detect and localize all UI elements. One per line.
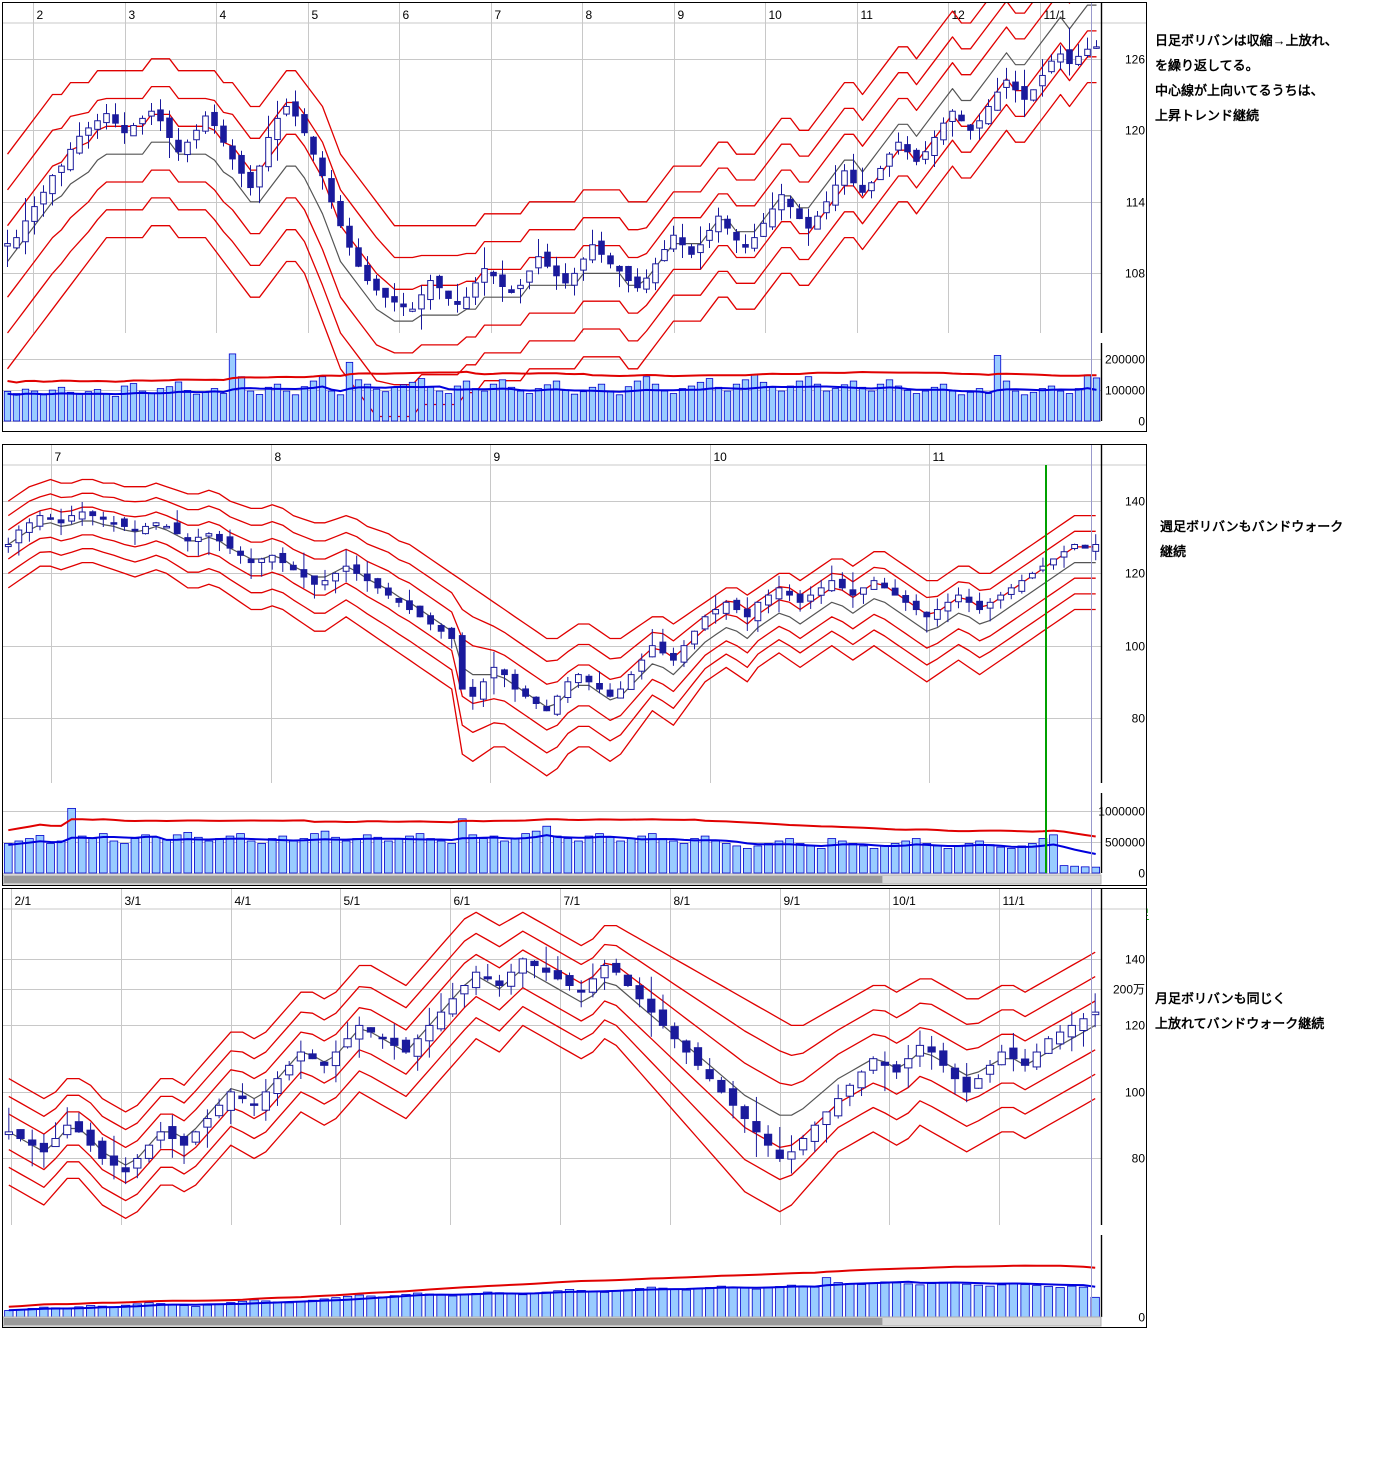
svg-text:10/1: 10/1 <box>893 894 917 908</box>
svg-text:114: 114 <box>1126 196 1145 210</box>
svg-text:2: 2 <box>37 8 44 22</box>
svg-text:100: 100 <box>1125 1086 1145 1100</box>
svg-text:10: 10 <box>714 450 728 464</box>
svg-text:8: 8 <box>275 450 282 464</box>
svg-text:80: 80 <box>1132 712 1146 726</box>
monthly-note-2: 上放れてバンドウォーク継続 <box>1155 1016 1325 1031</box>
monthly-annotation: 月足ボリバンも同じく 上放れてバンドウォーク継続 <box>1155 986 1324 1036</box>
svg-text:3: 3 <box>129 8 136 22</box>
daily-note-2: を繰り返してる。 <box>1155 58 1259 73</box>
svg-text:0: 0 <box>1138 1311 1145 1325</box>
daily-plot-svg: 2 3 4 5 6 7 8 9 10 11 12 11/1 126 120 114 108 200000 1000… <box>3 3 1146 431</box>
svg-text:4: 4 <box>220 8 227 22</box>
svg-text:500000: 500000 <box>1105 836 1145 850</box>
daily-note-1: 日足ボリバンは収縮→上放れ、 <box>1155 33 1338 48</box>
svg-text:200000: 200000 <box>1105 353 1145 367</box>
svg-text:11: 11 <box>933 450 946 464</box>
svg-text:7/1: 7/1 <box>564 894 581 908</box>
svg-text:11: 11 <box>861 8 874 22</box>
svg-text:9/1: 9/1 <box>784 894 801 908</box>
daily-plot-area[interactable]: 2 3 4 5 6 7 8 9 10 11 12 11/1 126 120 114 108 200000 1000… <box>2 2 1147 432</box>
svg-text:200万: 200万 <box>1113 983 1145 997</box>
daily-annotation: 日足ボリバンは収縮→上放れ、 を繰り返してる。 中心線が上向いてるうちは、 上昇… <box>1155 28 1338 128</box>
svg-text:0: 0 <box>1138 867 1145 881</box>
svg-text:4/1: 4/1 <box>235 894 252 908</box>
svg-text:1000000: 1000000 <box>1098 805 1145 819</box>
svg-text:5: 5 <box>312 8 319 22</box>
svg-text:126: 126 <box>1125 53 1145 67</box>
svg-text:100000: 100000 <box>1105 384 1145 398</box>
svg-text:3/1: 3/1 <box>125 894 142 908</box>
svg-text:6: 6 <box>403 8 410 22</box>
svg-text:120: 120 <box>1125 1019 1145 1033</box>
monthly-panel: 2/1 3/1 4/1 5/1 6/1 7/1 8/1 9/1 10/1 11/1 140 120 10… <box>0 888 1400 1466</box>
svg-text:8/1: 8/1 <box>674 894 691 908</box>
monthly-note-1: 月足ボリバンも同じく <box>1155 991 1286 1006</box>
svg-text:140: 140 <box>1125 495 1145 509</box>
monthly-plot-svg: 2/1 3/1 4/1 5/1 6/1 7/1 8/1 9/1 10/1 11/1 140 120 10… <box>3 889 1146 1327</box>
daily-panel: 2 3 4 5 6 7 8 9 10 11 12 11/1 126 120 114 108 200000 1000… <box>0 2 1400 434</box>
svg-text:6/1: 6/1 <box>454 894 471 908</box>
svg-text:7: 7 <box>55 450 62 464</box>
weekly-note-2: 継続 <box>1160 544 1187 559</box>
svg-text:140: 140 <box>1125 953 1145 967</box>
svg-text:120: 120 <box>1125 124 1145 138</box>
daily-note-3: 中心線が上向いてるうちは、 <box>1155 83 1324 98</box>
daily-note-4: 上昇トレンド継続 <box>1155 108 1260 123</box>
svg-text:7: 7 <box>495 8 502 22</box>
monthly-plot-area[interactable]: 2/1 3/1 4/1 5/1 6/1 7/1 8/1 9/1 10/1 11/1 140 120 10… <box>2 888 1147 1328</box>
svg-text:120: 120 <box>1125 567 1145 581</box>
svg-text:80: 80 <box>1132 1152 1146 1166</box>
svg-text:8: 8 <box>586 8 593 22</box>
svg-text:100: 100 <box>1125 640 1145 654</box>
svg-text:9: 9 <box>678 8 685 22</box>
svg-text:2/1: 2/1 <box>15 894 32 908</box>
svg-text:9: 9 <box>494 450 501 464</box>
svg-text:108: 108 <box>1125 267 1145 281</box>
svg-text:0: 0 <box>1138 415 1145 429</box>
weekly-annotation: 週足ボリバンもバンドウォーク 継続 <box>1160 514 1343 564</box>
svg-text:5/1: 5/1 <box>344 894 361 908</box>
svg-text:12: 12 <box>952 8 966 22</box>
svg-text:10: 10 <box>769 8 783 22</box>
svg-text:11/1: 11/1 <box>1003 894 1026 908</box>
svg-text:11/1: 11/1 <box>1044 8 1067 22</box>
weekly-note-1: 週足ボリバンもバンドウォーク <box>1160 519 1344 534</box>
weekly-plot-svg: 7 8 9 10 11 140 120 100 80 1000000 500000 0 <box>3 445 1146 885</box>
weekly-plot-area[interactable]: 7 8 9 10 11 140 120 100 80 1000000 500000 0 <box>2 444 1147 886</box>
